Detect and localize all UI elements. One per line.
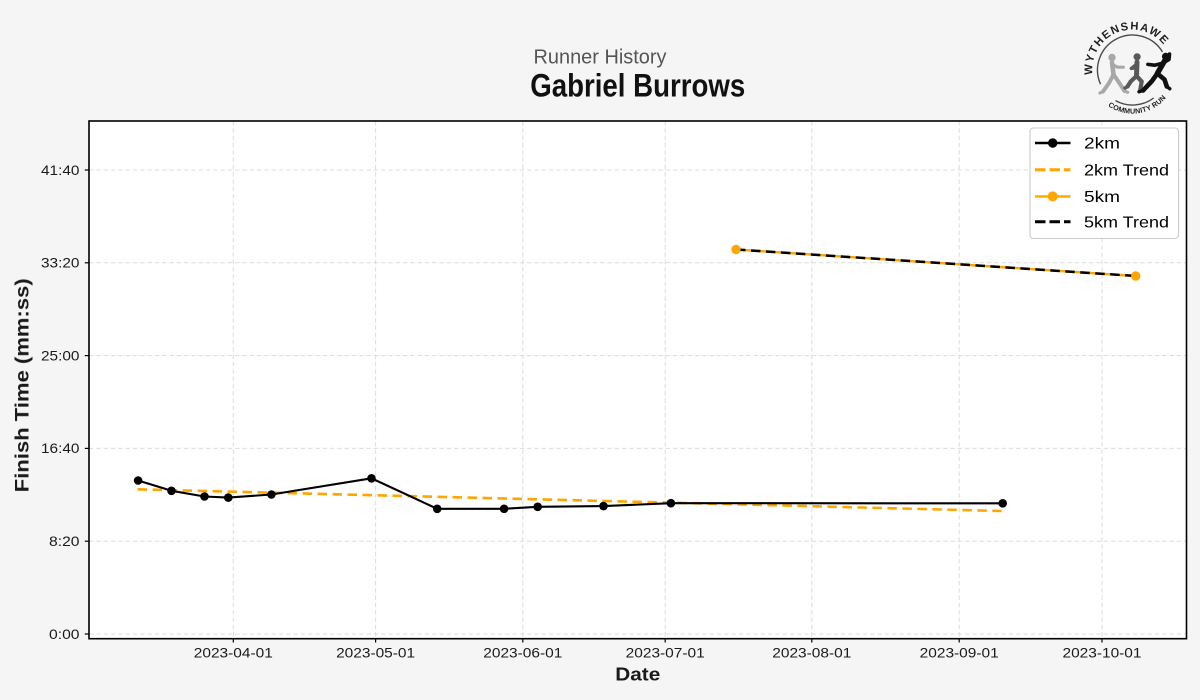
svg-text:2023-08-01: 2023-08-01 <box>772 645 851 661</box>
svg-text:2km Trend: 2km Trend <box>1084 162 1169 179</box>
svg-text:5km: 5km <box>1084 189 1120 206</box>
svg-text:16:40: 16:40 <box>41 440 80 456</box>
svg-text:2023-10-01: 2023-10-01 <box>1063 645 1142 661</box>
svg-text:2km: 2km <box>1084 136 1120 153</box>
svg-text:Finish Time (mm:ss): Finish Time (mm:ss) <box>13 278 34 492</box>
svg-text:Runner History: Runner History <box>534 46 667 68</box>
svg-text:33:20: 33:20 <box>41 255 80 271</box>
svg-text:0:00: 0:00 <box>49 626 80 642</box>
svg-text:8:20: 8:20 <box>49 533 80 549</box>
svg-text:2023-04-01: 2023-04-01 <box>194 645 273 661</box>
svg-text:25:00: 25:00 <box>41 347 80 363</box>
svg-text:5km Trend: 5km Trend <box>1084 214 1169 231</box>
svg-text:2023-07-01: 2023-07-01 <box>626 645 705 661</box>
svg-text:2023-06-01: 2023-06-01 <box>483 645 562 661</box>
svg-text:41:40: 41:40 <box>41 162 80 178</box>
svg-text:2023-05-01: 2023-05-01 <box>336 645 415 661</box>
svg-text:Date: Date <box>615 664 660 685</box>
svg-text:Gabriel Burrows: Gabriel Burrows <box>530 68 745 104</box>
svg-text:2023-09-01: 2023-09-01 <box>920 645 999 661</box>
